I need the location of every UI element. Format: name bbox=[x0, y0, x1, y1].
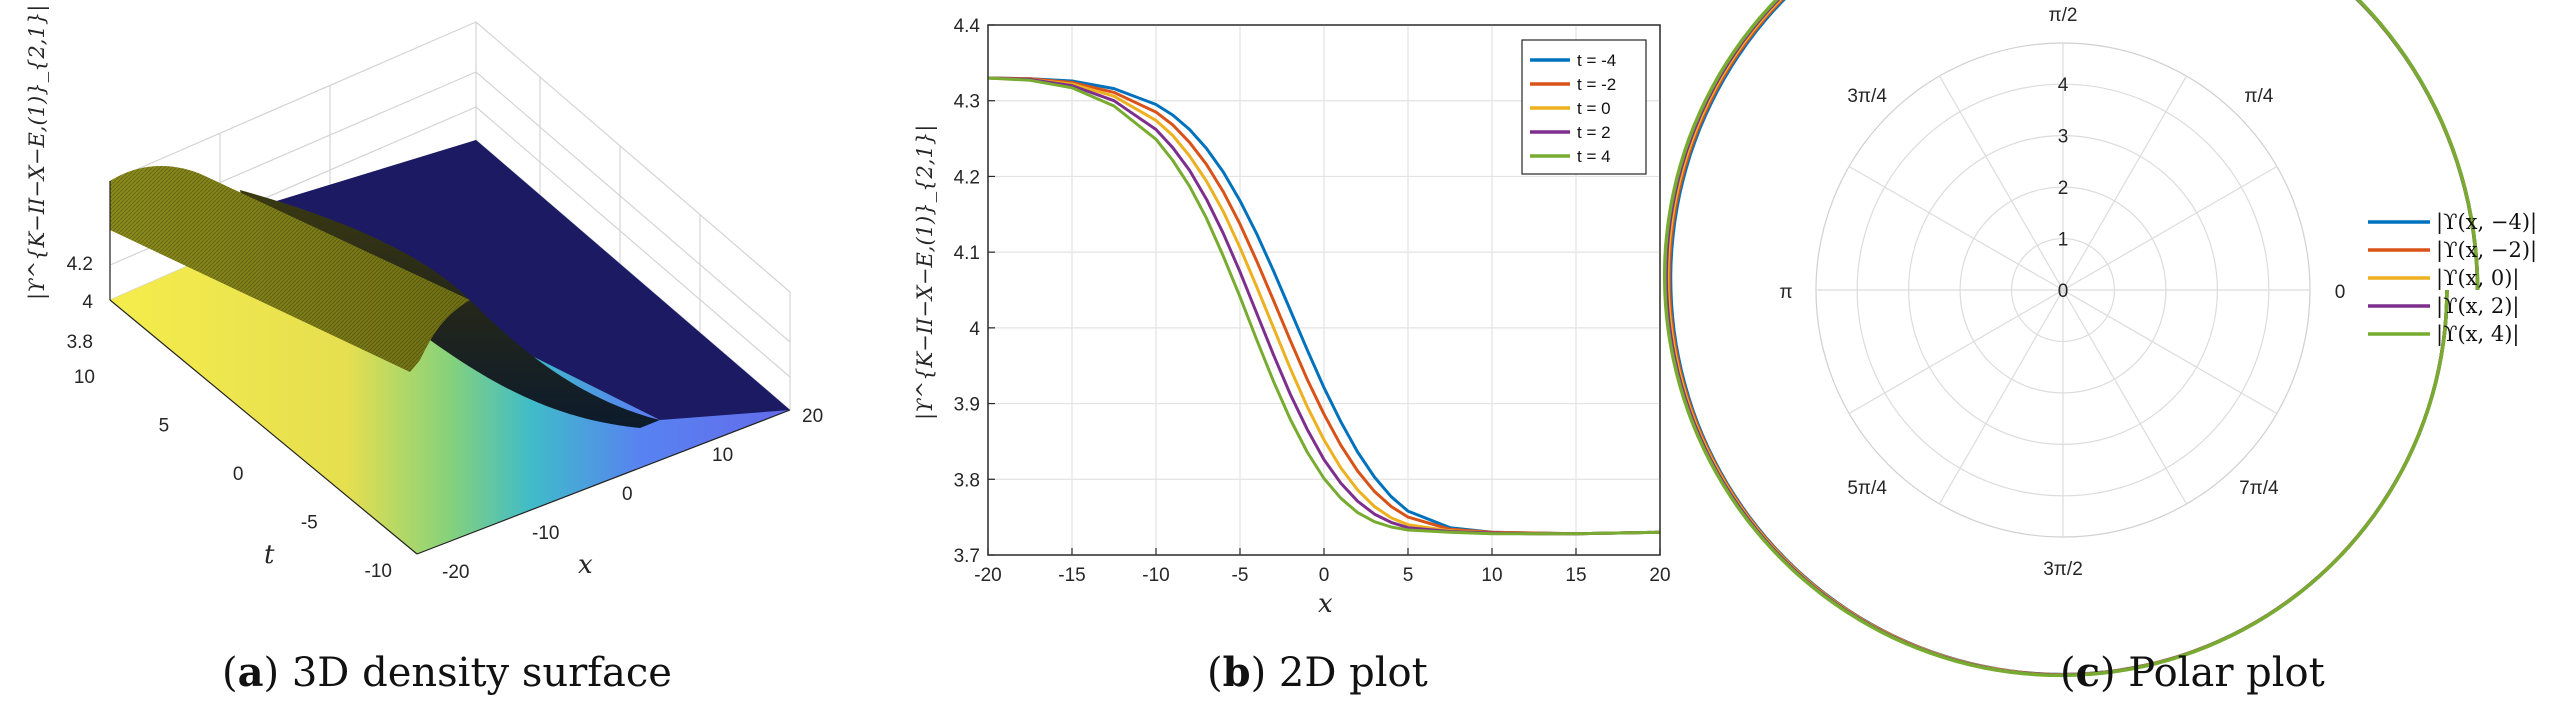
legend: t = -4 t = -2 t = 0 t = 2 t = 4 bbox=[1521, 39, 1647, 175]
caption-a-text: 3D density surface bbox=[292, 650, 672, 696]
legend-label: t = -4 bbox=[1577, 51, 1616, 70]
caption-a: (a) 3D density surface bbox=[222, 649, 672, 696]
polar-curve-5 bbox=[1662, 0, 2480, 678]
x-tick-label: 10 bbox=[712, 445, 733, 466]
series-line-5 bbox=[987, 76, 1661, 536]
svg-text:(a) 3D density surface: (a) 3D density surface bbox=[222, 649, 672, 696]
legend-label: t = -2 bbox=[1577, 75, 1616, 94]
x-tick-label: 0 bbox=[1319, 565, 1330, 586]
polar-grid bbox=[1815, 42, 2311, 538]
y-tick-label: 4 bbox=[969, 319, 980, 340]
x-axis-label: x bbox=[1318, 589, 1333, 619]
polar-spoke bbox=[2062, 289, 2188, 505]
polar-spoke bbox=[1938, 75, 2064, 291]
x-tick-label: 5 bbox=[1403, 565, 1414, 586]
theta-tick-label: π/2 bbox=[2049, 5, 2078, 26]
t-tick-label: 0 bbox=[233, 464, 244, 485]
theta-tick-label: 3π/2 bbox=[2043, 559, 2083, 580]
caption-c-letter: c bbox=[2076, 649, 2100, 696]
x-tick-label: -15 bbox=[1058, 565, 1085, 586]
z-tick-label: 3.8 bbox=[67, 332, 93, 353]
x-tick-label: -20 bbox=[442, 562, 469, 583]
y-tick-label: 4.4 bbox=[954, 16, 981, 37]
series-lines bbox=[987, 76, 1661, 536]
t-axis-label: t bbox=[264, 540, 275, 570]
t-tick-label: -10 bbox=[365, 561, 392, 582]
x-tick-label: 20 bbox=[802, 406, 823, 427]
theta-tick-label: π bbox=[1779, 282, 1792, 303]
svg-text:(b) 2D plot: (b) 2D plot bbox=[1207, 649, 1428, 696]
x-tick-label: 0 bbox=[622, 484, 633, 505]
x-tick-label: -10 bbox=[532, 523, 559, 544]
y-tick-label: 3.7 bbox=[954, 546, 980, 567]
x-tick-label: 15 bbox=[1565, 565, 1586, 586]
caption-a-letter: a bbox=[238, 649, 264, 696]
legend-label: t = 2 bbox=[1577, 123, 1611, 142]
z-tick-label: 4.2 bbox=[67, 254, 93, 275]
caption-c: (c) Polar plot bbox=[2060, 649, 2325, 696]
y-tick-label: 4.2 bbox=[954, 167, 980, 188]
y-tick-label: 4.3 bbox=[954, 92, 980, 113]
polar-spoke bbox=[2062, 165, 2278, 291]
y-tick-label: 3.8 bbox=[954, 470, 980, 491]
polar-spoke bbox=[2062, 289, 2278, 415]
surface-low-plateau bbox=[247, 140, 790, 420]
t-tick-label: 5 bbox=[159, 416, 170, 437]
r-tick-label: 2 bbox=[2058, 178, 2069, 199]
legend-label: |ϒ(x, 0)| bbox=[2436, 266, 2520, 291]
polar-spoke bbox=[1938, 289, 2064, 505]
x-axis-label: x bbox=[578, 550, 593, 580]
legend-label: |ϒ(x, 2)| bbox=[2436, 294, 2520, 319]
caption-b-letter: b bbox=[1223, 649, 1251, 696]
theta-tick-label: 7π/4 bbox=[2239, 478, 2279, 499]
x-tick-labels: -20 -15 -10 -5 0 5 10 15 20 bbox=[974, 565, 1670, 586]
polar-plot-panel: 0 1 2 3 4 0 π/4 π/2 3π/4 π 5π/4 3π/2 7π/4 |ϒ(x, −4)… bbox=[1662, 0, 2537, 678]
caption-c-text: Polar plot bbox=[2128, 650, 2324, 696]
r-tick-label: 1 bbox=[2058, 230, 2069, 251]
surface-mesh-overlay bbox=[110, 166, 470, 372]
t-tick-label: 10 bbox=[74, 367, 95, 388]
polar-spoke bbox=[1848, 165, 2064, 291]
x-tick-label: 20 bbox=[1649, 565, 1670, 586]
theta-tick-label: 3π/4 bbox=[1847, 86, 1887, 107]
t-tick-label: -5 bbox=[301, 513, 318, 534]
legend-label: |ϒ(x, 4)| bbox=[2436, 322, 2520, 347]
polar-curves bbox=[1662, 0, 2480, 678]
r-tick-label: 4 bbox=[2058, 75, 2069, 96]
theta-tick-label: 5π/4 bbox=[1847, 478, 1887, 499]
r-tick-labels: 0 1 2 3 4 bbox=[2058, 75, 2069, 302]
y-axis-label: |ϒ^{K−II−X−E,(1)}_{2,1}| bbox=[913, 125, 938, 420]
legend-label: t = 0 bbox=[1577, 99, 1611, 118]
legend-label: t = 4 bbox=[1577, 147, 1611, 166]
t-tick-labels: -10 -5 0 5 10 bbox=[74, 367, 392, 582]
theta-tick-labels: 0 π/4 π/2 3π/4 π 5π/4 3π/2 7π/4 bbox=[1779, 5, 2345, 580]
z-tick-labels: 3.8 4 4.2 bbox=[67, 254, 94, 353]
x-tick-labels: -20 -10 0 10 20 bbox=[442, 406, 823, 583]
legend-label: |ϒ(x, −4)| bbox=[2436, 210, 2537, 235]
polar-spoke bbox=[1848, 289, 2064, 415]
theta-tick-label: π/4 bbox=[2244, 86, 2273, 107]
x-tick-label: -10 bbox=[1142, 565, 1169, 586]
x-tick-label: -20 bbox=[974, 565, 1001, 586]
caption-b: (b) 2D plot bbox=[1207, 649, 1428, 696]
polar-spoke bbox=[2062, 75, 2188, 291]
x-tick-label: -5 bbox=[1232, 565, 1249, 586]
line-plot-panel: -20 -15 -10 -5 0 5 10 15 20 3.7 3.8 3.9 4 4.1 4.2 4.3 4… bbox=[913, 16, 1671, 619]
x-tick-label: 10 bbox=[1481, 565, 1502, 586]
y-tick-labels: 3.7 3.8 3.9 4 4.1 4.2 4.3 4.4 bbox=[954, 16, 981, 567]
svg-text:(c) Polar plot: (c) Polar plot bbox=[2060, 649, 2325, 696]
z-axis-label: |ϒ^{K−II−X−E,(1)}_{2,1}| bbox=[25, 5, 50, 300]
surface-front-edges bbox=[109, 181, 791, 555]
r-tick-label: 3 bbox=[2058, 127, 2069, 148]
caption-b-text: 2D plot bbox=[1279, 650, 1428, 696]
r-tick-label: 0 bbox=[2058, 281, 2069, 302]
legend: |ϒ(x, −4)| |ϒ(x, −2)| |ϒ(x, 0)| |ϒ(x, 2)| |ϒ… bbox=[2368, 210, 2537, 347]
theta-tick-label: 0 bbox=[2335, 282, 2346, 303]
y-tick-label: 4.1 bbox=[954, 243, 980, 264]
surface-plot-panel: 3.8 4 4.2 -10 -5 0 5 10 -20 -10 0 10 20 x t |ϒ^{K−… bbox=[25, 5, 823, 583]
z-tick-label: 4 bbox=[82, 292, 93, 313]
y-tick-label: 3.9 bbox=[954, 395, 980, 416]
legend-label: |ϒ(x, −2)| bbox=[2436, 238, 2537, 263]
